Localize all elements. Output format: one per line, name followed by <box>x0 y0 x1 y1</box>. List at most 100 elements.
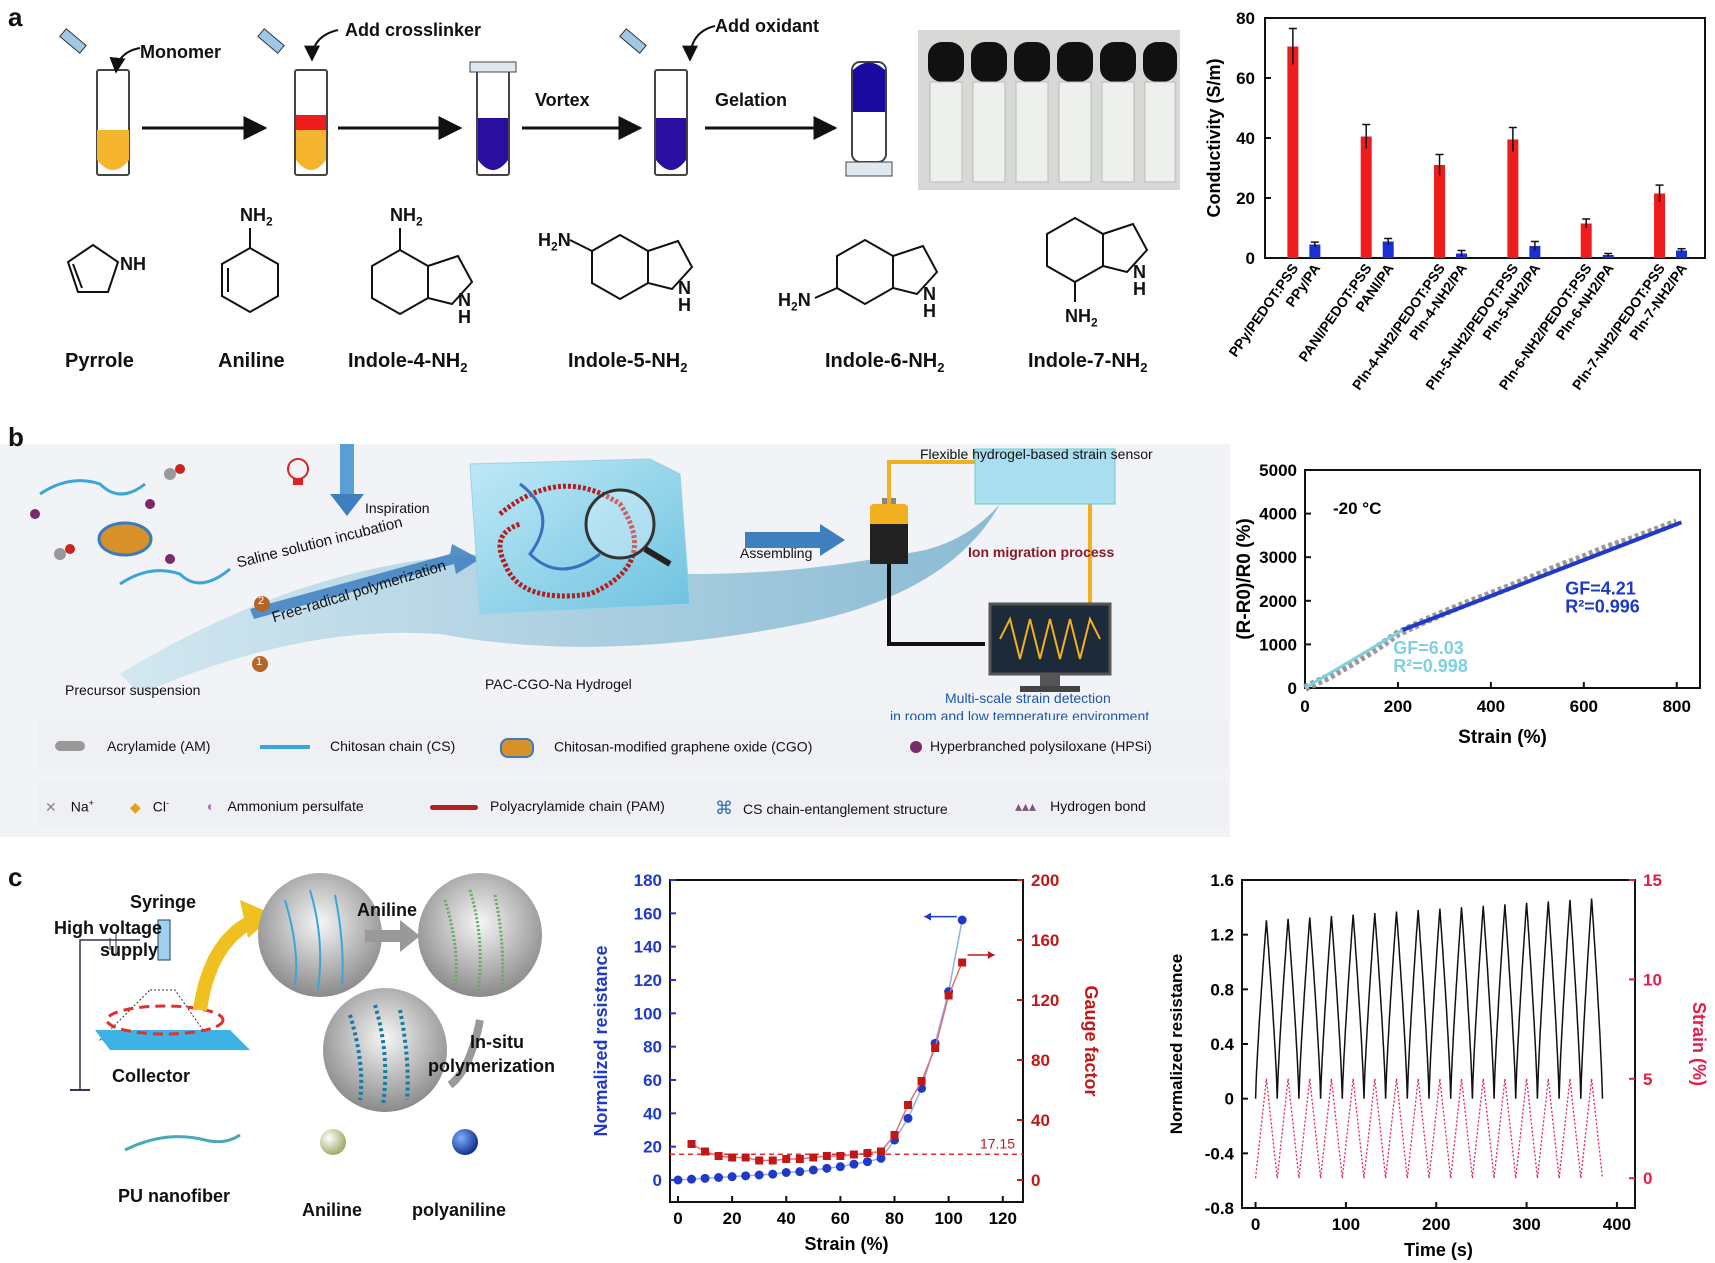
resistance-point <box>673 1175 683 1185</box>
resistance-point <box>795 1167 805 1177</box>
inspiration-label: Inspiration <box>365 500 430 516</box>
test-tube-crosslinker <box>257 28 328 176</box>
y-left-tick-label: 180 <box>634 871 662 890</box>
collector-plate <box>95 1030 250 1050</box>
bar <box>1654 193 1666 258</box>
gauge-factor-point <box>714 1152 723 1160</box>
y-left-tick-label: 0.4 <box>1210 1035 1234 1054</box>
name-indole4: Indole-4-NH2 <box>348 350 468 375</box>
aniline-nh2-label: NH2 <box>240 205 273 229</box>
bar <box>1382 241 1394 258</box>
supply-label-2: supply <box>100 940 159 960</box>
y-right-tick-label: 200 <box>1031 871 1059 890</box>
test-tube-gel-inverted <box>845 61 893 177</box>
y-tick-label: 2000 <box>1259 592 1297 611</box>
molecule-structures <box>66 216 1149 316</box>
y-tick-label: 80 <box>1236 9 1255 28</box>
gauge-factor-point <box>741 1153 750 1162</box>
x-axis-label: Time (s) <box>1404 1240 1473 1260</box>
indole4-nh2-label: NH2 <box>390 205 423 229</box>
y-left-tick-label: 0 <box>653 1171 662 1190</box>
y-right-tick-label: 40 <box>1031 1111 1050 1130</box>
precursor-molecules <box>30 464 231 586</box>
gf-high-label: GF=4.21 <box>1565 578 1636 598</box>
hydrogel-label: PAC-CGO-Na Hydrogel <box>485 676 632 692</box>
fit-line-low <box>1304 628 1404 690</box>
detection-line1: Multi-scale strain detection <box>945 690 1111 706</box>
legend-hpsi: Hyperbranched polysiloxane (HPSi) <box>910 738 1152 754</box>
lightbulb-icon <box>287 458 309 485</box>
x-tick-label: 400 <box>1477 697 1505 716</box>
x-tick-label: 400 <box>1603 1215 1631 1234</box>
gauge-factor-point <box>863 1149 872 1157</box>
panel-b-illustration <box>30 444 1116 694</box>
y-right-tick-label: 0 <box>1031 1171 1040 1190</box>
y-tick-label: 3000 <box>1259 548 1297 567</box>
panel-c-electrospinning-diagram <box>70 873 542 1155</box>
x-tick-label: 800 <box>1663 697 1691 716</box>
step-gelation-label: Gelation <box>715 90 788 110</box>
y-right-tick-label: 10 <box>1643 970 1662 989</box>
gf-low-label: GF=6.03 <box>1393 638 1464 658</box>
conductivity-bar-chart: 020406080PPy/PEDOT:PSSPPy/PAPANI/PEDOT:P… <box>1204 9 1706 393</box>
x-axis-label: Strain (%) <box>1458 727 1547 748</box>
x-axis-label: Strain (%) <box>804 1234 888 1254</box>
indole6-h2n-label: H2N <box>778 290 811 314</box>
bar <box>1507 139 1519 258</box>
name-aniline: Aniline <box>218 350 285 372</box>
right-axis-indicator-head <box>987 951 995 959</box>
resistance-point <box>862 1157 872 1167</box>
y-tick-label: 0 <box>1246 249 1255 268</box>
test-tube-oxidant <box>619 28 688 176</box>
resistance-point <box>957 915 967 925</box>
bar <box>1434 165 1446 258</box>
legend-hbond: ▴▴▴ Hydrogen bond <box>1015 798 1146 814</box>
pu-nanofiber-glyph <box>124 1133 241 1152</box>
sensor-title: Flexible hydrogel-based strain sensor <box>920 446 1153 462</box>
legend-cs-entanglement: ⌘ CS chain-entanglement structure <box>715 798 948 818</box>
x-tick-label: 600 <box>1570 697 1598 716</box>
supply-label-1: High voltage <box>54 918 163 938</box>
x-tick-label: 100 <box>1332 1215 1360 1234</box>
bar <box>1360 136 1372 258</box>
category-label: PPy/PEDOT:PSS <box>1225 261 1301 360</box>
y-axis-label: Conductivity (S/m) <box>1204 58 1224 217</box>
legend-na: ✕ Na+ <box>45 798 94 815</box>
bar <box>1580 223 1592 258</box>
left-axis-indicator-head <box>924 912 932 921</box>
resistance-point <box>700 1173 710 1183</box>
gauge-factor-point <box>958 958 967 967</box>
y-right-axis-label: Gauge factor <box>1081 985 1101 1096</box>
y-left-tick-label: 40 <box>643 1104 662 1123</box>
resistance-point <box>876 1153 886 1163</box>
gauge-factor-point <box>849 1150 858 1159</box>
y-left-tick-label: 20 <box>643 1138 662 1157</box>
y-right-tick-label: 15 <box>1643 871 1662 890</box>
x-tick-label: 20 <box>723 1209 742 1228</box>
gauge-factor-point <box>836 1152 845 1160</box>
plot-frame <box>1304 469 1701 689</box>
gauge-factor-point <box>890 1131 899 1139</box>
step-crosslinker-label: Add crosslinker <box>345 20 482 40</box>
gauge-factor-point <box>917 1077 926 1085</box>
gauge-factor-point <box>809 1153 818 1162</box>
temperature-annotation: -20 °C <box>1333 499 1381 518</box>
x-tick-label: 80 <box>885 1209 904 1228</box>
gauge-factor-line <box>691 962 963 1162</box>
plot-frame <box>669 879 1024 1203</box>
x-tick-label: 40 <box>777 1209 796 1228</box>
ion-migration-label: Ion migration process <box>968 544 1115 560</box>
legend-pam: Polyacrylamide chain (PAM) <box>430 798 665 814</box>
name-indole5: Indole-5-NH2 <box>568 350 688 375</box>
precursor-label: Precursor suspension <box>65 682 201 698</box>
x-tick-label: 200 <box>1384 697 1412 716</box>
legend-aniline-label: Aniline <box>302 1200 363 1220</box>
resistance-point <box>727 1172 737 1182</box>
x-tick-label: 300 <box>1512 1215 1540 1234</box>
gauge-factor-point <box>782 1155 791 1163</box>
legend-aps: ◖ Ammonium persulfate <box>205 798 364 814</box>
battery-icon <box>870 498 908 564</box>
test-tube-vortex <box>469 61 517 176</box>
resistance-point <box>714 1173 724 1182</box>
